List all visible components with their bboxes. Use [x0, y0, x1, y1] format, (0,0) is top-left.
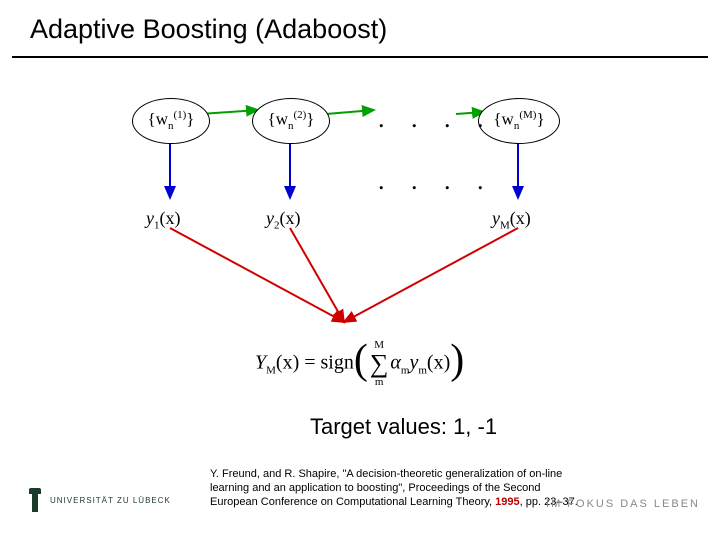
citation-text: Y. Freund, and R. Shapire, "A decision-t… [210, 468, 580, 509]
target-values-text: Target values: 1, -1 [310, 414, 497, 440]
title-underline [12, 56, 708, 58]
dots-upper: . . . . [378, 104, 494, 134]
university-tower-icon [26, 488, 44, 514]
slide-title: Adaptive Boosting (Adaboost) [30, 14, 387, 45]
classifier-label-y2: y2(x) [266, 208, 301, 232]
combined-formula: YM(x) = sign(M∑mαmym(x)) [255, 340, 464, 388]
classifier-label-y1: y1(x) [146, 208, 181, 232]
footer-right-text: IM FOKUS DAS LEBEN [546, 498, 700, 510]
dots-lower: . . . . [378, 166, 494, 196]
weight-node-w1: {wn(1)} [132, 98, 210, 144]
weight-node-w2: {wn(2)} [252, 98, 330, 144]
footer-left-line1: UNIVERSITÄT ZU LÜBECK [50, 497, 171, 506]
footer-logo: UNIVERSITÄT ZU LÜBECK [26, 488, 171, 514]
classifier-label-yM: yM(x) [492, 208, 531, 232]
adaboost-diagram: {wn(1)}{wn(2)}{wn(M)} . . . . . . . . y1… [110, 90, 610, 350]
